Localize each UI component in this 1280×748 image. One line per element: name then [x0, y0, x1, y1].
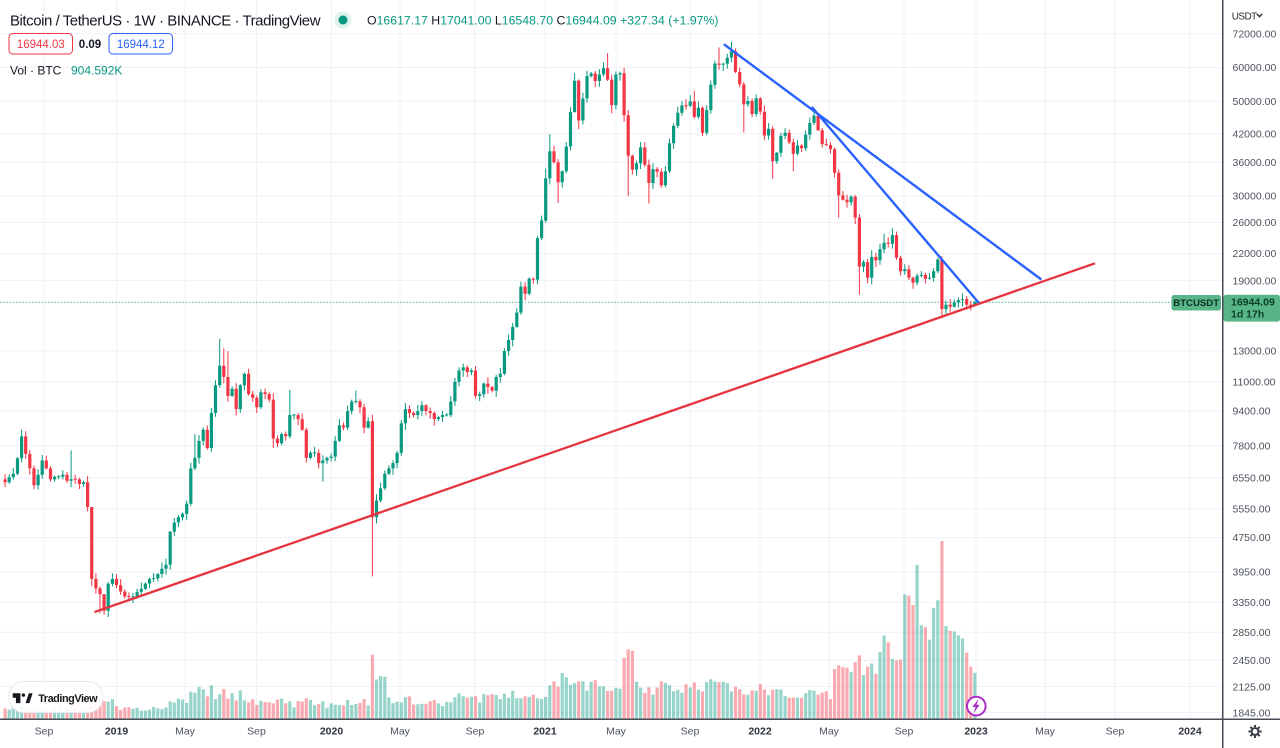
- svg-text:16944.03: 16944.03: [17, 39, 65, 51]
- svg-text:2850.00: 2850.00: [1233, 627, 1271, 639]
- svg-text:1845.00: 1845.00: [1233, 708, 1271, 720]
- svg-text:BTCUSDT: BTCUSDT: [1173, 298, 1219, 309]
- svg-text:19000.00: 19000.00: [1233, 275, 1277, 287]
- svg-text:Sep: Sep: [466, 726, 485, 738]
- svg-text:3950.00: 3950.00: [1233, 566, 1271, 578]
- svg-text:May: May: [175, 726, 196, 738]
- svg-text:72000.00: 72000.00: [1233, 29, 1277, 41]
- svg-text:O16617.17 H17041.00 L16548.70: O16617.17 H17041.00 L16548.70 C16944.09 …: [367, 14, 719, 28]
- svg-text:Sep: Sep: [681, 726, 700, 738]
- svg-text:May: May: [390, 726, 411, 738]
- svg-text:4750.00: 4750.00: [1233, 532, 1271, 544]
- svg-text:2450.00: 2450.00: [1233, 655, 1271, 667]
- svg-text:904.592K: 904.592K: [71, 64, 122, 78]
- svg-text:May: May: [819, 726, 840, 738]
- svg-text:3350.00: 3350.00: [1233, 597, 1271, 609]
- svg-text:Sep: Sep: [35, 726, 54, 738]
- svg-text:11000.00: 11000.00: [1233, 377, 1276, 389]
- svg-text:May: May: [606, 726, 627, 738]
- svg-text:50000.00: 50000.00: [1233, 96, 1277, 108]
- svg-text:Sep: Sep: [895, 726, 914, 738]
- svg-text:16944.12: 16944.12: [117, 39, 165, 51]
- svg-text:TradingView: TradingView: [38, 693, 98, 705]
- svg-text:7800.00: 7800.00: [1233, 440, 1271, 452]
- svg-text:Sep: Sep: [1106, 726, 1125, 738]
- svg-text:2022: 2022: [748, 726, 772, 738]
- svg-text:Sep: Sep: [247, 726, 266, 738]
- svg-text:9400.00: 9400.00: [1233, 406, 1271, 418]
- svg-text:5550.00: 5550.00: [1233, 503, 1271, 515]
- svg-text:2023: 2023: [964, 726, 988, 738]
- svg-text:2125.00: 2125.00: [1233, 681, 1271, 693]
- svg-text:USDT: USDT: [1232, 12, 1257, 23]
- svg-text:26000.00: 26000.00: [1233, 217, 1277, 229]
- svg-text:2020: 2020: [320, 726, 344, 738]
- svg-text:22000.00: 22000.00: [1233, 248, 1277, 260]
- svg-text:42000.00: 42000.00: [1233, 128, 1277, 140]
- svg-text:2024: 2024: [1178, 726, 1202, 738]
- svg-text:36000.00: 36000.00: [1233, 157, 1277, 169]
- svg-text:2019: 2019: [105, 726, 129, 738]
- svg-text:0.09: 0.09: [79, 39, 101, 51]
- svg-text:60000.00: 60000.00: [1233, 62, 1277, 74]
- svg-text:13000.00: 13000.00: [1233, 346, 1277, 358]
- svg-text:May: May: [1035, 726, 1056, 738]
- svg-text:30000.00: 30000.00: [1233, 191, 1277, 203]
- svg-text:16944.09: 16944.09: [1231, 297, 1275, 309]
- svg-text:Bitcoin / TetherUS · 1W · BINA: Bitcoin / TetherUS · 1W · BINANCE · Trad…: [10, 13, 321, 30]
- svg-text:2021: 2021: [533, 726, 557, 738]
- svg-text:Vol · BTC: Vol · BTC: [10, 64, 62, 78]
- svg-text:6550.00: 6550.00: [1233, 473, 1271, 485]
- svg-text:1d 17h: 1d 17h: [1231, 309, 1264, 321]
